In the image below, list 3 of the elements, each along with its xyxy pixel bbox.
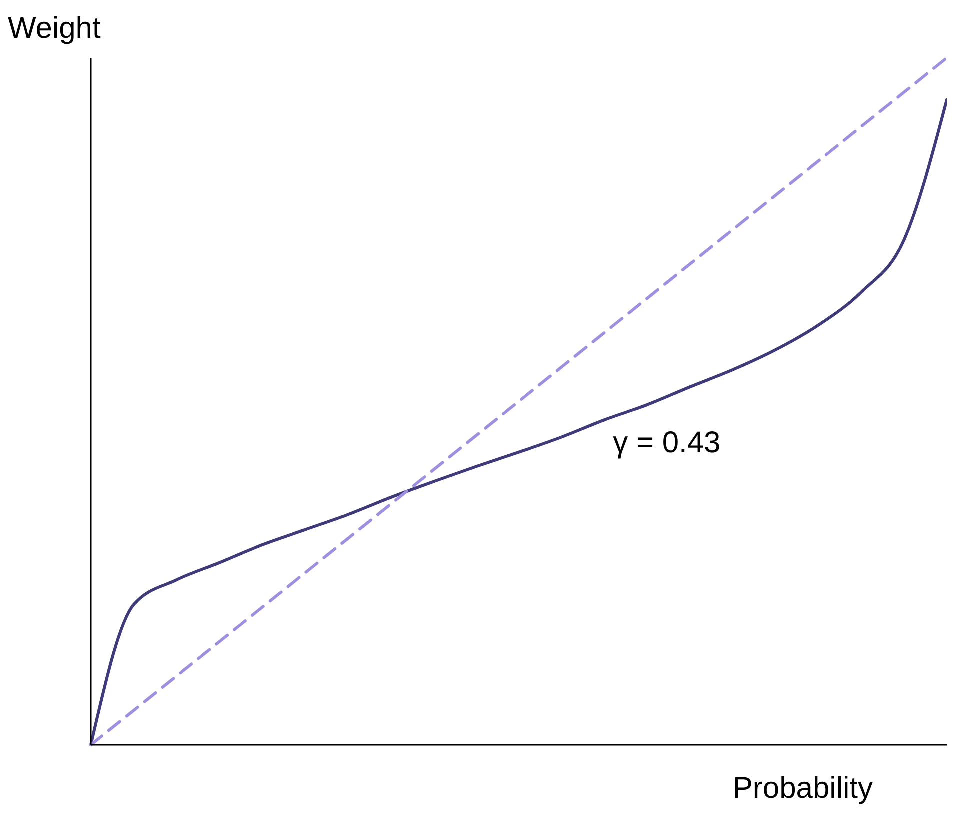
annotation: γ = 0.43 — [613, 426, 721, 460]
x-axis-title: Probability — [732, 772, 873, 805]
y-axis-title: Weight — [8, 12, 102, 45]
